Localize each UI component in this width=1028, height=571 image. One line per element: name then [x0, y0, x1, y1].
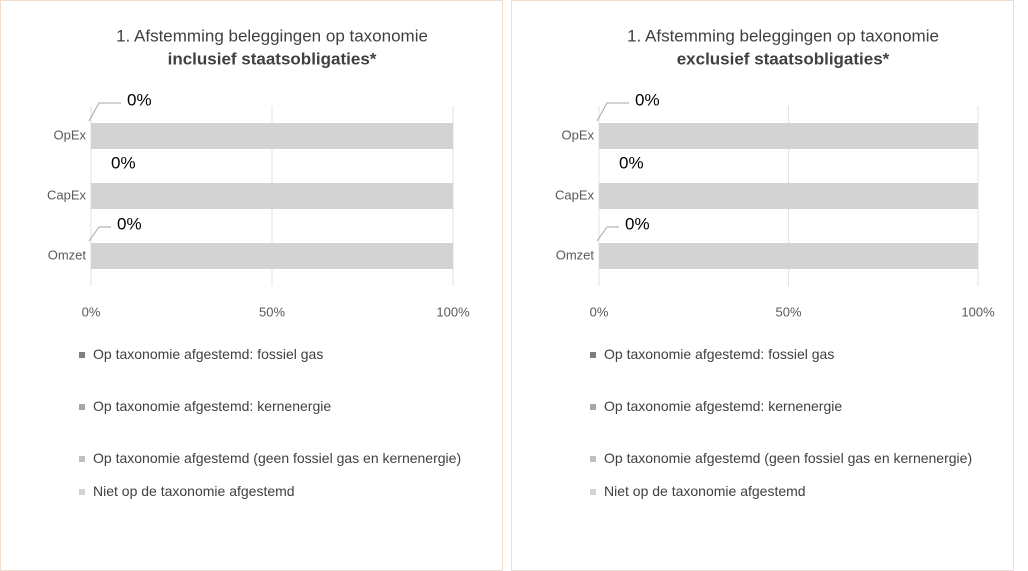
legend-item: Op taxonomie afgestemd: kernenergie [79, 398, 479, 415]
bar-segment [599, 243, 978, 269]
bar-segment [91, 243, 453, 269]
leader-line [596, 102, 629, 122]
legend-label: Op taxonomie afgestemd: kernenergie [93, 398, 332, 414]
y-tick-label: CapEx [47, 187, 87, 202]
legend-swatch [79, 456, 85, 462]
chart: 1. Afstemming beleggingen op taxonomie ex… [555, 26, 995, 319]
legend-label: Op taxonomie afgestemd: fossiel gas [604, 346, 835, 362]
legend-item: Op taxonomie afgestemd (geen fossiel gas… [79, 450, 479, 467]
data-label: 0% [625, 214, 650, 233]
legend: Op taxonomie afgestemd: fossiel gas Op ta… [590, 346, 990, 500]
legend-label: Op taxonomie afgestemd (geen fossiel gas… [93, 450, 462, 466]
legend-item: Niet op de taxonomie afgestemd [590, 483, 990, 500]
x-tick-label: 100% [961, 304, 995, 319]
y-tick-label: OpEx [53, 127, 86, 142]
leader-line [88, 226, 111, 242]
bar-segment [599, 183, 978, 209]
y-tick-label: OpEx [561, 127, 594, 142]
chart-title: 1. Afstemming beleggingen op taxonomie [116, 26, 428, 45]
data-label: 0% [127, 90, 152, 109]
legend-swatch [79, 489, 85, 495]
x-tick-label: 0% [82, 304, 101, 319]
x-tick-label: 50% [259, 304, 285, 319]
bar-segment [91, 123, 453, 149]
legend-label: Op taxonomie afgestemd: fossiel gas [93, 346, 324, 362]
legend-label: Niet op de taxonomie afgestemd [93, 483, 295, 499]
data-label: 0% [111, 153, 136, 172]
y-tick-label: Omzet [556, 247, 595, 262]
chart-panel: 1. Afstemming beleggingen op taxonomie ex… [511, 0, 1014, 571]
legend-item: Op taxonomie afgestemd: fossiel gas [79, 346, 479, 363]
chart: 1. Afstemming beleggingen op taxonomie in… [47, 26, 470, 319]
leader-line [596, 226, 619, 242]
legend-item: Op taxonomie afgestemd: fossiel gas [590, 346, 990, 363]
data-label: 0% [117, 214, 142, 233]
y-tick-label: CapEx [555, 187, 595, 202]
chart-title: 1. Afstemming beleggingen op taxonomie [627, 26, 939, 45]
legend-swatch [590, 352, 596, 358]
legend-label: Niet op de taxonomie afgestemd [604, 483, 806, 499]
x-tick-label: 50% [775, 304, 801, 319]
bar-segment [599, 123, 978, 149]
x-tick-label: 0% [590, 304, 609, 319]
chart-panel: 1. Afstemming beleggingen op taxonomie in… [0, 0, 503, 571]
legend-swatch [79, 352, 85, 358]
legend-item: Op taxonomie afgestemd (geen fossiel gas… [590, 450, 990, 467]
legend-swatch [590, 404, 596, 410]
x-tick-label: 100% [436, 304, 470, 319]
y-tick-label: Omzet [48, 247, 87, 262]
legend-label: Op taxonomie afgestemd (geen fossiel gas… [604, 450, 973, 466]
data-label: 0% [619, 153, 644, 172]
legend: Op taxonomie afgestemd: fossiel gas Op ta… [79, 346, 479, 500]
data-label: 0% [635, 90, 660, 109]
legend-swatch [590, 456, 596, 462]
legend-swatch [79, 404, 85, 410]
leader-line [88, 102, 121, 122]
bar-segment [91, 183, 453, 209]
legend-label: Op taxonomie afgestemd: kernenergie [604, 398, 843, 414]
legend-item: Niet op de taxonomie afgestemd [79, 483, 479, 500]
legend-swatch [590, 489, 596, 495]
chart-subtitle: inclusief staatsobligaties* [168, 49, 377, 68]
legend-item: Op taxonomie afgestemd: kernenergie [590, 398, 990, 415]
chart-subtitle: exclusief staatsobligaties* [677, 49, 890, 68]
